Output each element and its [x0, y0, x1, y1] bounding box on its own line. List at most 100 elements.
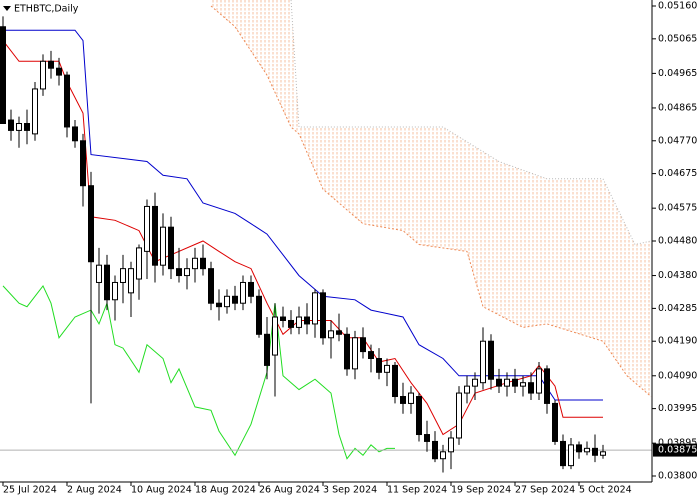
symbol-icon: [3, 6, 11, 11]
candle-body: [568, 444, 574, 467]
candle-body: [560, 440, 566, 467]
candle-body: [24, 123, 30, 131]
candle-body: [264, 333, 270, 366]
candle-body: [528, 382, 534, 394]
candle-body: [72, 126, 78, 142]
x-tick-label: 5 Oct 2024: [579, 485, 632, 496]
candle-body: [440, 451, 446, 460]
candle-body: [576, 444, 582, 453]
candle-body: [32, 88, 38, 135]
y-tick-label: 0.04770: [658, 135, 697, 146]
x-tick-label: 10 Aug 2024: [131, 485, 192, 496]
y-tick-label: 0.04480: [658, 236, 697, 247]
chart-title: ETHBTC,Daily: [14, 4, 79, 15]
candle-body: [136, 247, 142, 280]
candle-body: [288, 319, 294, 328]
x-tick-label: 26 Aug 2024: [259, 485, 320, 496]
x-tick-label: 11 Sep 2024: [387, 485, 447, 496]
candle-body: [600, 451, 606, 456]
candle-body: [408, 392, 414, 404]
candle-body: [512, 378, 518, 387]
y-tick-label: 0.04575: [658, 203, 697, 214]
candle-body: [120, 268, 126, 283]
candle-body: [336, 330, 342, 335]
candle-body: [488, 340, 494, 380]
candle-body: [456, 392, 462, 439]
candle-body: [248, 281, 254, 297]
candle-body: [584, 447, 590, 453]
candle-body: [536, 368, 542, 394]
x-tick-label: 2 Aug 2024: [67, 485, 122, 496]
candle-body: [520, 382, 526, 387]
candle-body: [272, 316, 278, 356]
candle-body: [480, 340, 486, 384]
x-tick-label: 27 Sep 2024: [515, 485, 575, 496]
candle-body: [328, 330, 334, 339]
candle-body: [152, 205, 158, 266]
cloud-fill: [211, 0, 651, 397]
candle-body: [96, 264, 102, 283]
plot: [0, 0, 652, 473]
candle-body: [56, 67, 62, 76]
y-tick-label: 0.04675: [658, 168, 697, 179]
candle-body: [504, 378, 510, 387]
candle-body: [448, 437, 454, 453]
candle-body: [200, 257, 206, 270]
y-tick-label: 0.03895: [658, 438, 697, 449]
candle-body: [304, 316, 310, 325]
candle-body: [104, 264, 110, 301]
last-price-label: 0.03875: [658, 445, 697, 456]
candle-body: [224, 295, 230, 308]
candle-body: [416, 396, 422, 436]
last-price-box: [653, 443, 697, 457]
y-tick-label: 0.04865: [658, 102, 697, 113]
candle-body: [376, 358, 382, 373]
candle-body: [64, 74, 70, 128]
candle-body: [464, 385, 470, 394]
candle-body: [208, 268, 214, 304]
candle-body: [88, 185, 94, 263]
candle-body: [112, 281, 118, 301]
y-tick-label: 0.03995: [658, 403, 697, 414]
candle-body: [400, 396, 406, 404]
y-tick-label: 0.05065: [658, 33, 697, 44]
x-tick-label: 18 Aug 2024: [195, 485, 256, 496]
candle-body: [256, 295, 262, 335]
candle-body: [168, 226, 174, 270]
y-tick-label: 0.03800: [658, 471, 697, 482]
candle-body: [368, 351, 374, 359]
candle-body: [360, 337, 366, 353]
candle-body: [184, 268, 190, 277]
candle-body: [280, 316, 286, 321]
candle-body: [176, 268, 182, 277]
candle-body: [384, 364, 390, 373]
y-tick-label: 0.04190: [658, 336, 697, 347]
candle-body: [320, 292, 326, 339]
candle-body: [240, 281, 246, 304]
candle-body: [344, 333, 350, 370]
candle-body: [216, 302, 222, 308]
candle-body: [472, 378, 478, 387]
candle-body: [312, 292, 318, 325]
candle-body: [80, 140, 86, 187]
candle-body: [392, 364, 398, 398]
y-tick-label: 0.04380: [658, 270, 697, 281]
y-tick-label: 0.04965: [658, 68, 697, 79]
candle-body: [544, 368, 550, 404]
candle-body: [16, 123, 22, 131]
cloud-lower: [210, 5, 652, 397]
candle-body: [296, 316, 302, 328]
candle-body: [232, 295, 238, 304]
candle-body: [192, 257, 198, 270]
x-tick-label: 3 Sep 2024: [323, 485, 377, 496]
candle-body: [496, 378, 502, 387]
candle-body: [352, 337, 358, 370]
indicator-line: [3, 29, 603, 401]
candle-body: [552, 402, 558, 442]
candle-body: [160, 226, 166, 266]
candle-body: [424, 434, 430, 442]
y-tick-label: 0.04090: [658, 370, 697, 381]
